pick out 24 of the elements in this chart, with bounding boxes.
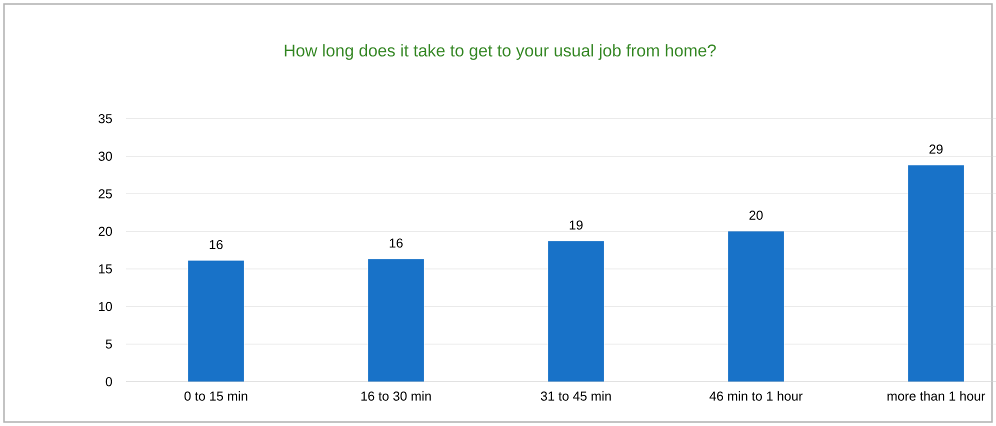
x-tick-label: 0 to 15 min: [184, 391, 248, 401]
y-tick-label: 20: [98, 226, 112, 236]
bar: [908, 165, 964, 382]
bar: [548, 241, 604, 382]
x-tick-label: more than 1 hour: [888, 391, 986, 401]
x-tick-label: 31 to 45 min: [540, 391, 611, 401]
y-tick-label: 35: [98, 114, 112, 124]
bar: [188, 260, 244, 382]
x-tick-label: 46 min to 1 hour: [710, 391, 803, 401]
data-label: 20: [749, 210, 763, 220]
y-tick-label: 30: [98, 152, 112, 161]
data-label: 16: [210, 240, 223, 250]
data-label: 16: [390, 238, 403, 248]
data-label: 19: [570, 220, 583, 230]
y-tick-label: 0: [106, 377, 112, 386]
x-tick-label: 16 to 30 min: [361, 391, 431, 401]
y-tick-label: 25: [98, 189, 112, 198]
bar: [368, 259, 424, 382]
y-tick-label: 15: [99, 264, 112, 274]
bar: [728, 231, 784, 382]
y-tick-label: 5: [106, 340, 112, 349]
y-tick-label: 10: [99, 302, 112, 312]
chart-title: How long does it take to get to your usual job from home?: [284, 44, 716, 60]
data-label: 29: [929, 144, 943, 154]
